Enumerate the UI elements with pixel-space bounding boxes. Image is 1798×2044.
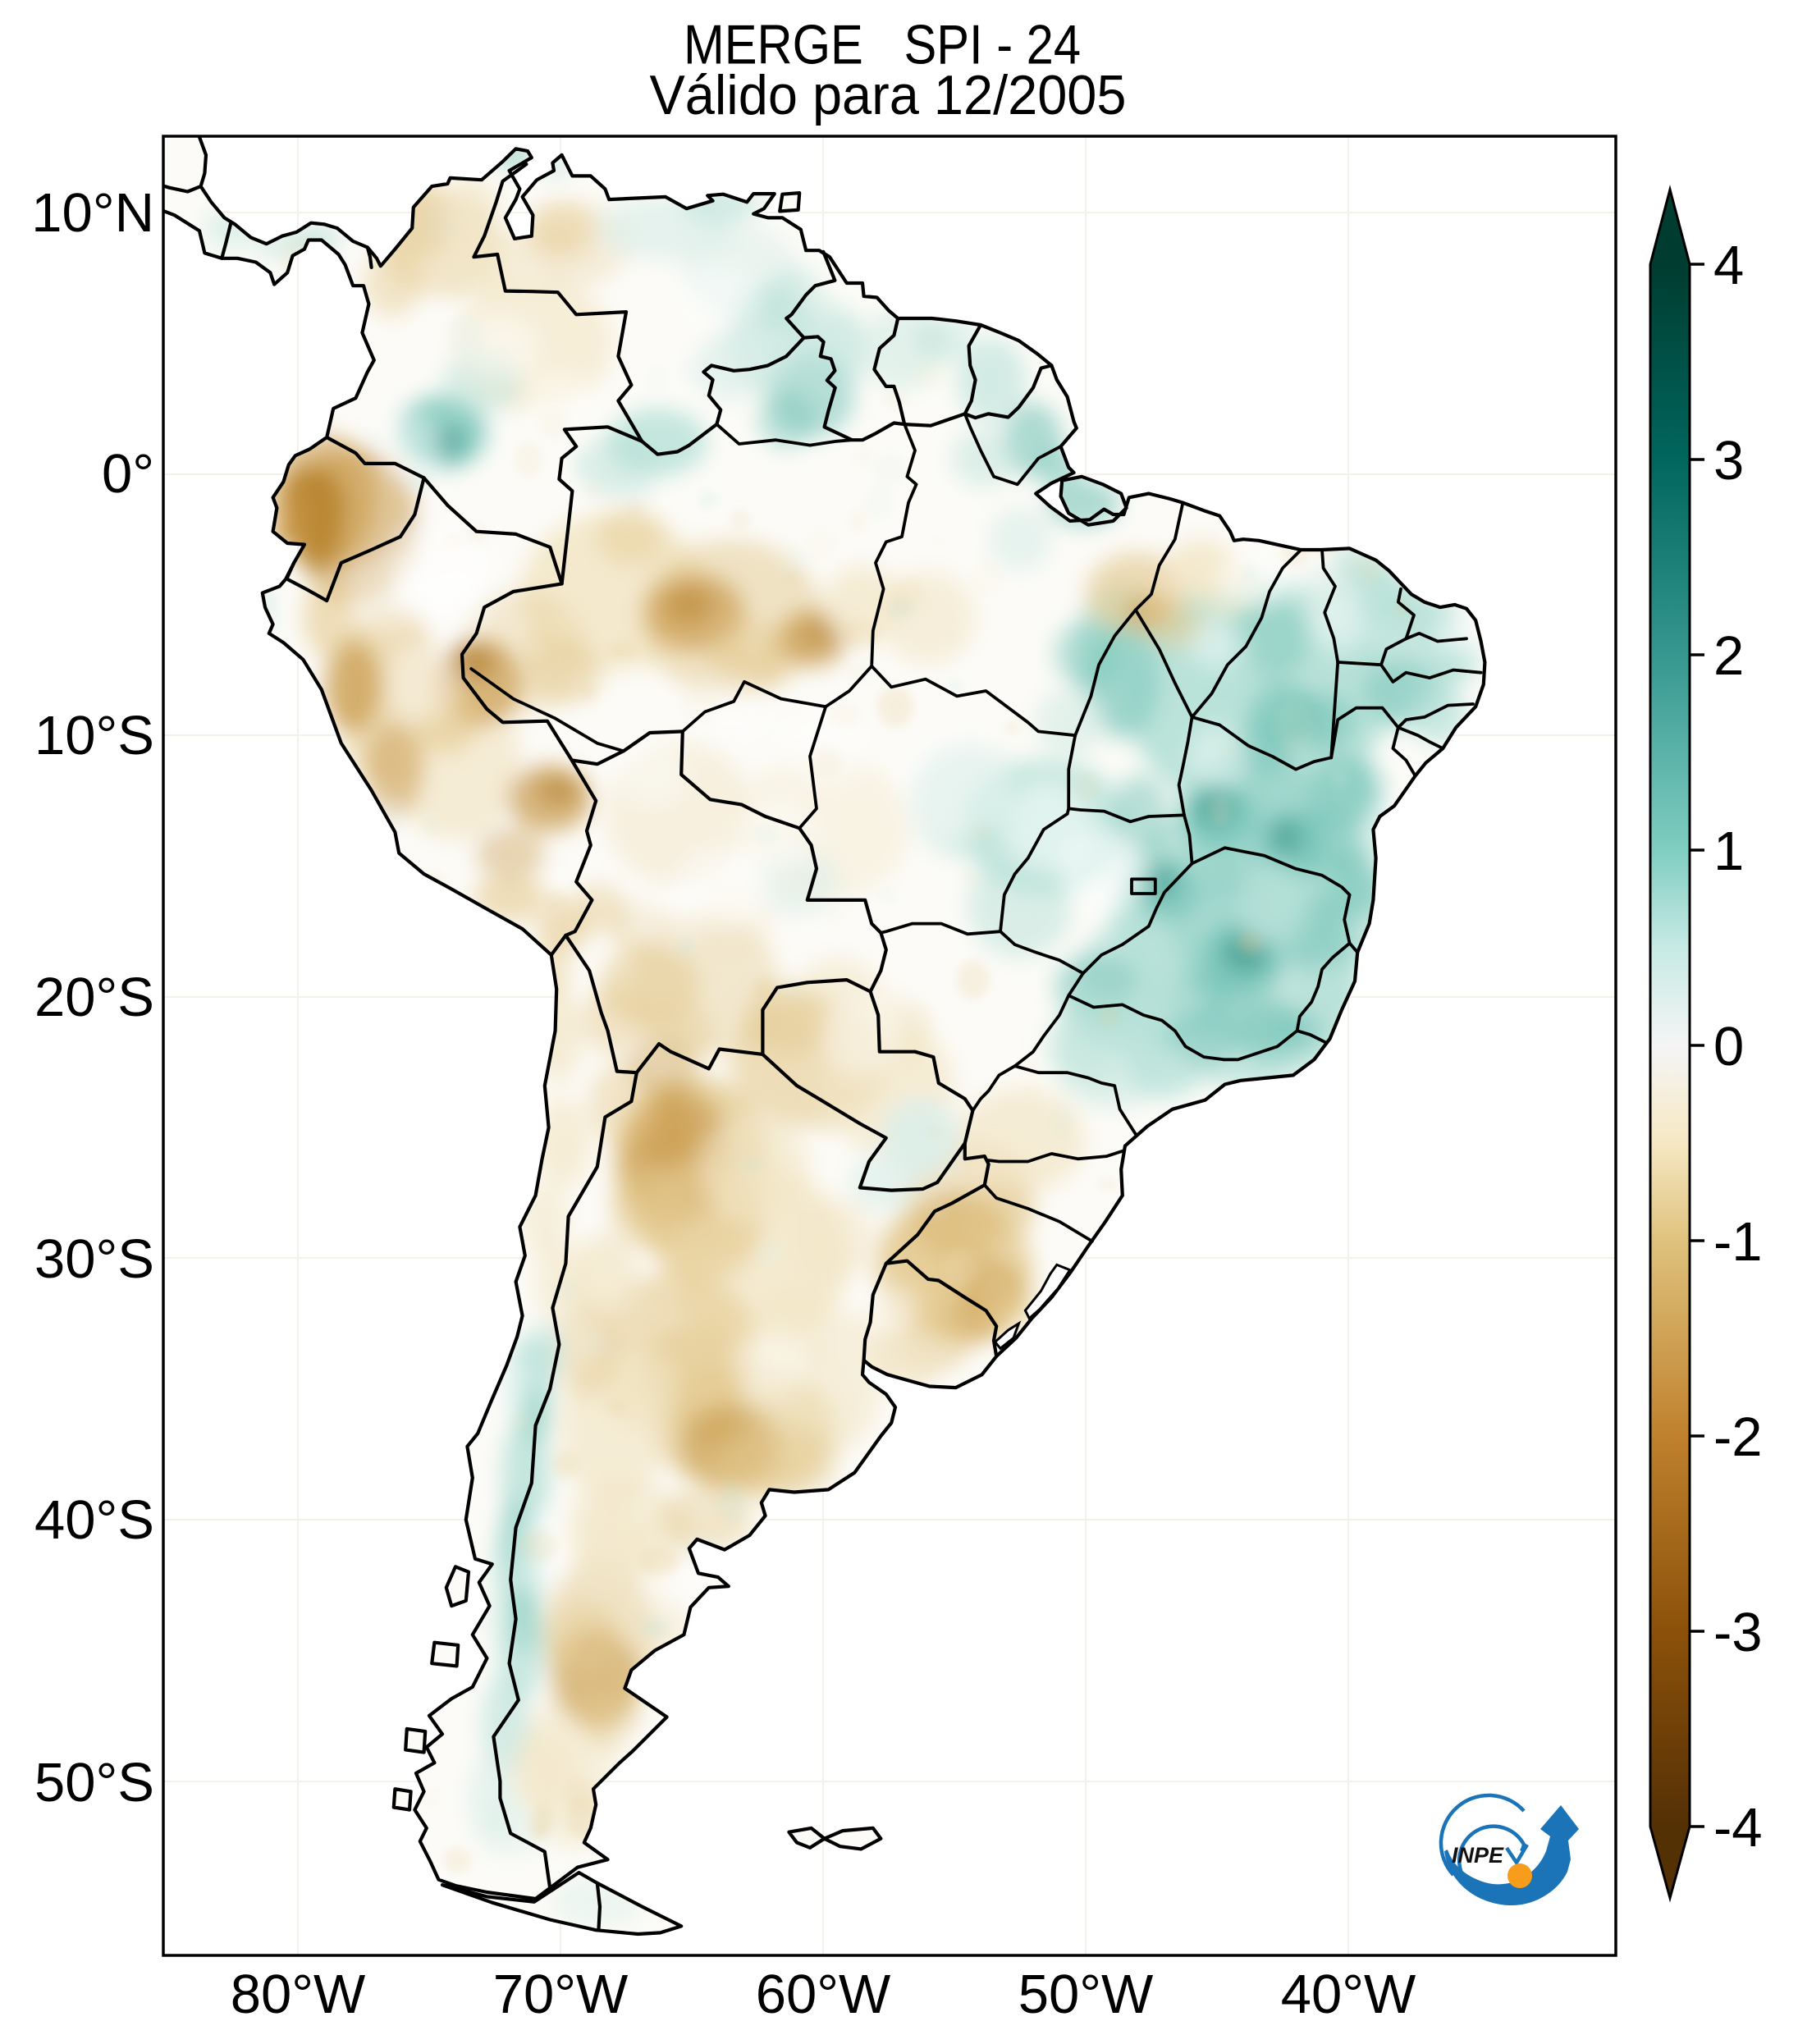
svg-text:10°N: 10°N	[31, 182, 154, 244]
svg-text:4: 4	[1713, 235, 1744, 296]
svg-text:3: 3	[1713, 430, 1744, 492]
svg-text:80°W: 80°W	[231, 1964, 366, 2025]
svg-text:MERGE SPI - 24: MERGE SPI - 24	[684, 14, 1081, 76]
svg-text:-4: -4	[1713, 1797, 1763, 1859]
svg-text:30°S: 30°S	[34, 1228, 154, 1290]
svg-text:-1: -1	[1713, 1211, 1763, 1273]
svg-text:-2: -2	[1713, 1406, 1763, 1468]
svg-text:0°: 0°	[102, 443, 154, 505]
svg-text:40°S: 40°S	[34, 1489, 154, 1551]
svg-text:50°W: 50°W	[1018, 1964, 1154, 2025]
svg-text:-3: -3	[1713, 1602, 1763, 1663]
svg-text:70°W: 70°W	[493, 1964, 629, 2025]
svg-text:INPE: INPE	[1452, 1843, 1504, 1868]
svg-text:2: 2	[1713, 625, 1744, 687]
svg-text:50°S: 50°S	[34, 1752, 154, 1813]
svg-text:Válido para 12/2005: Válido para 12/2005	[650, 64, 1127, 126]
svg-text:1: 1	[1713, 821, 1744, 882]
svg-text:10°S: 10°S	[34, 705, 154, 766]
svg-text:20°S: 20°S	[34, 967, 154, 1028]
svg-text:40°W: 40°W	[1281, 1964, 1416, 2025]
svg-text:60°W: 60°W	[756, 1964, 891, 2025]
svg-text:0: 0	[1713, 1016, 1744, 1077]
